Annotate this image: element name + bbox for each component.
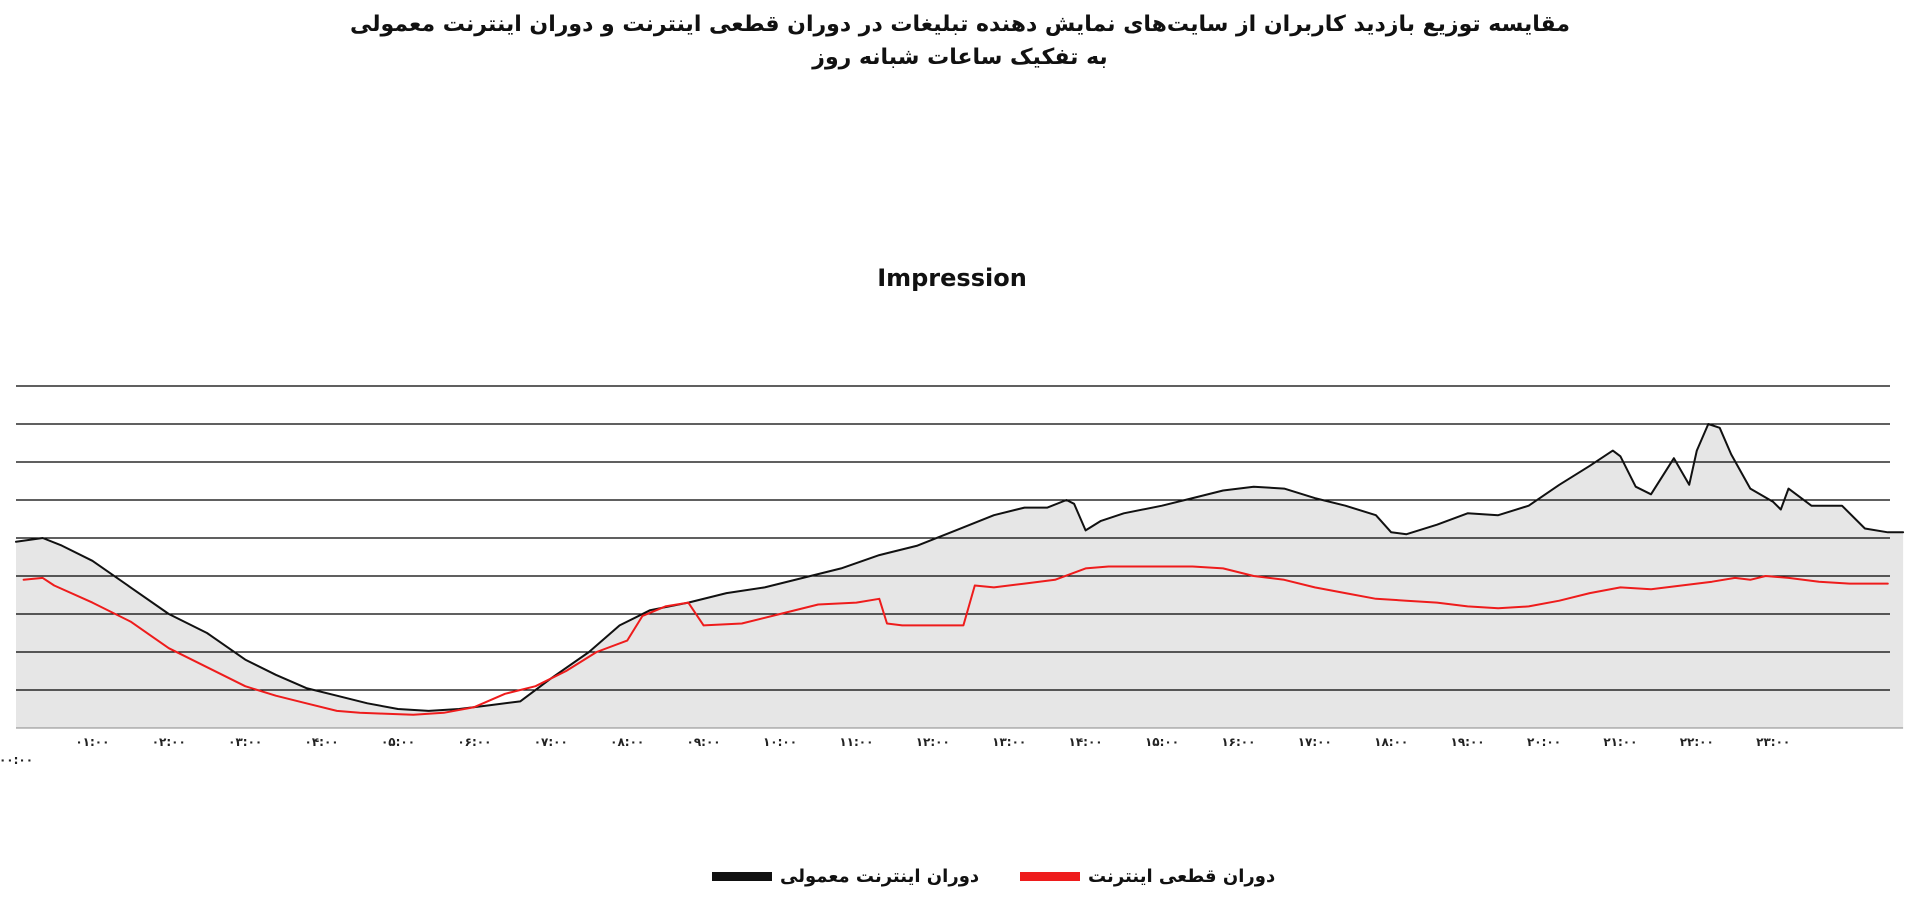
legend-swatch-shutdown xyxy=(1020,872,1080,881)
x-tick-label-15: ۱۵:۰۰ xyxy=(1145,735,1179,749)
x-tick-label-2: ۰۲:۰۰ xyxy=(152,735,186,749)
x-tick-label-7: ۰۷:۰۰ xyxy=(534,735,568,749)
x-tick-label-19: ۱۹:۰۰ xyxy=(1451,735,1485,749)
chart-main-title: مقایسه توزیع بازدید کاربران از سایت‌های … xyxy=(350,12,1570,37)
chart-legend: دوران اینترنت معمولی دوران قطعی اینترنت xyxy=(0,866,1920,892)
legend-label-shutdown: دوران قطعی اینترنت xyxy=(1088,866,1276,887)
x-tick-label-1: ۰۱:۰۰ xyxy=(75,735,109,749)
x-tick-label-6: ۰۶:۰۰ xyxy=(457,735,491,749)
x-tick-label-9: ۰۹:۰۰ xyxy=(687,735,721,749)
legend-item-shutdown: دوران قطعی اینترنت xyxy=(1020,866,1275,887)
x-tick-label-10: ۱۰:۰۰ xyxy=(763,735,797,749)
x-tick-label-21: ۲۱:۰۰ xyxy=(1603,735,1637,749)
x-tick-label-11: ۱۱:۰۰ xyxy=(839,735,873,749)
x-tick-label-16: ۱۶:۰۰ xyxy=(1221,735,1255,749)
legend-item-regular: دوران اینترنت معمولی xyxy=(712,866,979,887)
x-tick-label-13: ۱۳:۰۰ xyxy=(992,735,1026,749)
x-tick-label-4: ۰۴:۰۰ xyxy=(305,735,339,749)
x-tick-label-8: ۰۸:۰۰ xyxy=(610,735,644,749)
x-tick-label-22: ۲۲:۰۰ xyxy=(1680,735,1714,749)
chart-header: مقایسه توزیع بازدید کاربران از سایت‌های … xyxy=(0,8,1920,74)
x-tick-label-0: ۰۰:۰۰ xyxy=(0,753,33,767)
x-tick-label-14: ۱۴:۰۰ xyxy=(1069,735,1103,749)
x-tick-label-5: ۰۵:۰۰ xyxy=(381,735,415,749)
series-line-regular xyxy=(15,423,1905,712)
x-tick-label-18: ۱۸:۰۰ xyxy=(1374,735,1408,749)
x-tick-label-17: ۱۷:۰۰ xyxy=(1298,735,1332,749)
x-tick-label-23: ۲۳:۰۰ xyxy=(1756,735,1790,749)
legend-label-regular: دوران اینترنت معمولی xyxy=(780,866,980,887)
chart-main-subtitle: به تفکیک ساعات شبانه روز xyxy=(812,45,1108,70)
x-tick-label-3: ۰۳:۰۰ xyxy=(228,735,262,749)
chart-title: Impression xyxy=(877,264,1027,292)
legend-swatch-regular xyxy=(712,872,772,881)
x-tick-label-12: ۱۲:۰۰ xyxy=(916,735,950,749)
series-line-shutdown xyxy=(22,565,1889,716)
x-tick-label-20: ۲۰:۰۰ xyxy=(1527,735,1561,749)
